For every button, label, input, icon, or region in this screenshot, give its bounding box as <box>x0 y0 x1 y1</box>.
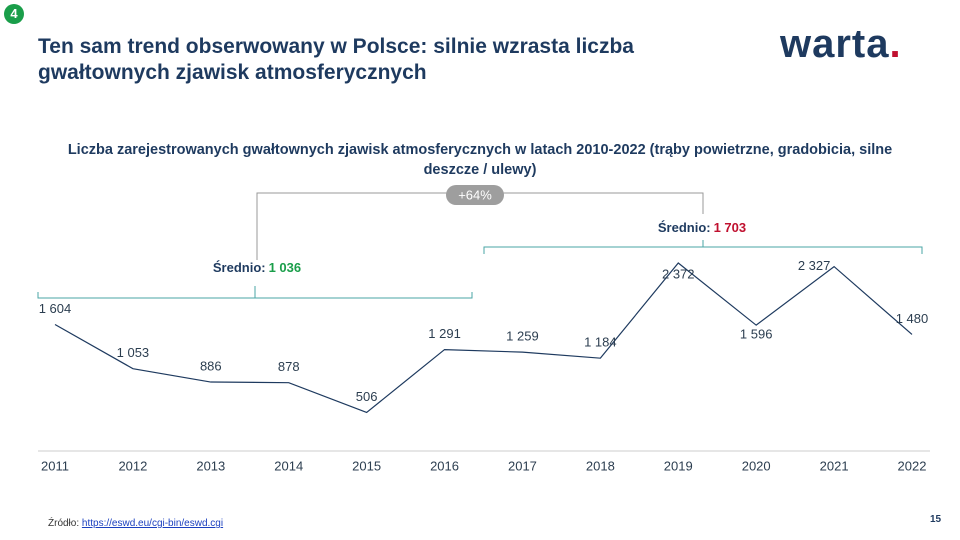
x-tick-label: 2014 <box>274 458 303 473</box>
brackets <box>37 240 923 299</box>
value-label: 886 <box>200 358 222 373</box>
average-annotation: Średnio: 1 703 <box>658 220 746 235</box>
average-label: Średnio: <box>658 220 711 235</box>
x-tick-label: 2017 <box>508 458 537 473</box>
value-label: 1 480 <box>896 311 929 326</box>
value-label: 506 <box>356 389 378 404</box>
logo: warta. <box>780 22 902 67</box>
data-line <box>54 262 913 414</box>
x-tick-label: 2013 <box>196 458 225 473</box>
value-label: 1 291 <box>428 326 461 341</box>
page-number: 15 <box>930 514 942 525</box>
x-tick-label: 2011 <box>41 458 69 473</box>
slide-title: Ten sam trend obserwowany w Polsce: siln… <box>38 35 634 84</box>
source: Źródło: https://eswd.eu/cgi-bin/eswd.cgi <box>48 518 223 529</box>
x-tick-label: 2016 <box>430 458 459 473</box>
x-tick-label: 2019 <box>664 458 693 473</box>
slide-badge: 4 <box>4 4 24 24</box>
value-label: 2 372 <box>662 266 695 281</box>
x-tick-label: 2022 <box>898 458 927 473</box>
average-label: Średnio: <box>213 260 266 275</box>
average-annotation: Średnio: 1 036 <box>213 260 301 275</box>
x-tick-label: 2020 <box>742 458 771 473</box>
change-pill <box>446 185 504 205</box>
value-label: 1 604 <box>39 301 72 316</box>
x-tick-label: 2015 <box>352 458 381 473</box>
average-value: 1 036 <box>269 260 302 275</box>
value-label: 1 596 <box>740 327 773 342</box>
value-label: 878 <box>278 359 300 374</box>
source-link[interactable]: https://eswd.eu/cgi-bin/eswd.cgi <box>81 518 224 529</box>
value-label: 1 259 <box>506 329 539 344</box>
change-label: +64% <box>458 187 492 202</box>
chart-title: Liczba zarejestrowanych gwałtownych zjaw… <box>67 142 893 178</box>
bracket-left <box>37 286 473 299</box>
x-tick-label: 2012 <box>118 458 147 473</box>
x-tick-label: 2018 <box>586 458 615 473</box>
logo-text: warta <box>780 22 890 66</box>
value-label: 2 327 <box>798 258 831 273</box>
source-label: Źródło: <box>48 518 80 529</box>
average-value: 1 703 <box>714 220 747 235</box>
x-tick-label: 2021 <box>820 458 849 473</box>
value-label: 1 053 <box>117 345 150 360</box>
logo-dot: . <box>889 22 902 66</box>
bracket-right <box>483 240 923 254</box>
value-label: 1 184 <box>584 335 617 350</box>
